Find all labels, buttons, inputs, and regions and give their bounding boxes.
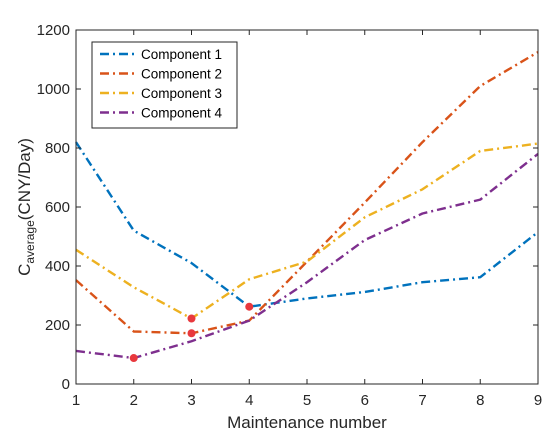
y-tick-label: 800 [45,140,70,157]
y-tick-label: 600 [45,199,70,216]
axis-ticks: 1 2 3 4 5 6 7 8 9 0 200 400 600 800 1000 1200 [37,22,543,409]
optimal-point-marker [245,302,254,311]
x-tick-label: 1 [72,392,80,409]
y-axis-title-subscript: average [23,220,37,264]
y-axis-title-suffix: (CNY/Day) [15,138,34,220]
y-axis-title: Caverage(CNY/Day) [15,138,37,276]
x-tick-label: 4 [245,392,253,409]
legend-label-component-2: Component 2 [141,67,222,82]
optimal-point-marker [187,314,196,323]
series-layer [74,51,539,360]
y-tick-label: 200 [45,317,70,334]
optimal-point-marker [187,329,196,338]
y-tick-label: 0 [62,376,70,393]
y-tick-label: 400 [45,258,70,275]
optimal-point-marker [129,354,138,363]
legend-label-component-4: Component 4 [141,106,223,121]
legend: Component 1 Component 2 Component 3 Compone… [91,41,238,129]
x-tick-label: 2 [130,392,138,409]
legend-box [91,41,238,129]
x-tick-label: 6 [361,392,369,409]
series-line-component-2 [75,51,539,335]
series-line-component-4 [75,152,539,360]
x-tick-label: 5 [303,392,311,409]
y-tick-label: 1000 [37,81,70,98]
x-tick-label: 8 [476,392,484,409]
x-axis-title: Maintenance number [227,413,387,432]
y-axis-title-main: C [15,264,34,276]
legend-label-component-3: Component 3 [141,86,222,101]
legend-label-component-1: Component 1 [141,47,222,62]
series-line-component-1 [74,141,539,308]
x-tick-label: 3 [187,392,195,409]
y-tick-label: 1200 [37,22,70,39]
x-tick-label: 7 [418,392,426,409]
x-tick-label: 9 [534,392,542,409]
optimal-markers [129,302,254,363]
series-line-component-3 [75,142,539,320]
